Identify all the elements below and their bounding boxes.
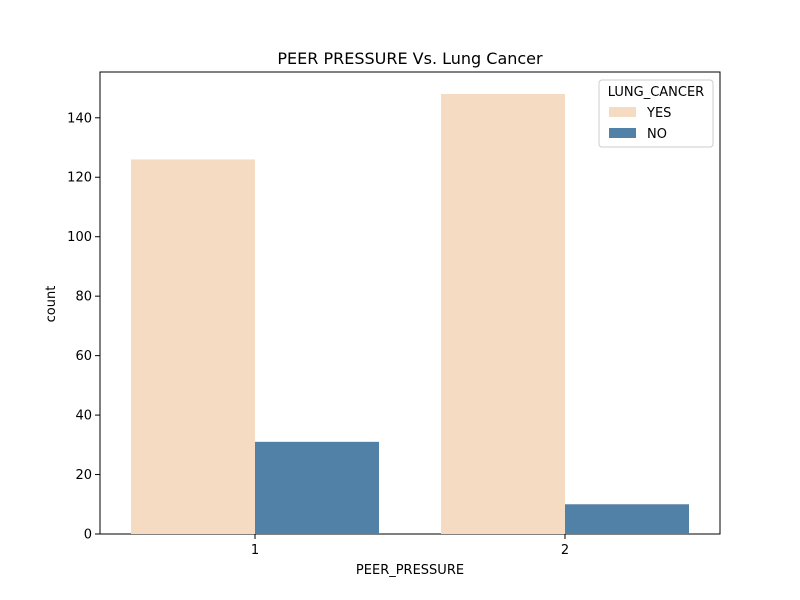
y-tick-label: 60 (75, 349, 92, 364)
legend-swatch-no (609, 128, 636, 138)
y-tick-label: 0 (84, 528, 92, 543)
y-tick-label: 40 (75, 409, 92, 424)
bar-yes-1 (131, 159, 255, 535)
x-tick-label: 2 (561, 543, 569, 558)
y-tick-label: 100 (67, 230, 92, 245)
bar-yes-2 (441, 94, 565, 534)
y-tick-label: 80 (75, 290, 92, 305)
y-axis: 0 20 40 60 80 100 120 140 (67, 111, 100, 543)
plot-area (99, 71, 721, 535)
y-axis-label: count (44, 286, 59, 323)
y-tick-label: 140 (67, 111, 92, 126)
plot-frame (99, 71, 721, 535)
y-tick-label: 120 (67, 171, 92, 186)
x-axis-label: PEER_PRESSURE (356, 563, 464, 578)
chart-title: PEER PRESSURE Vs. Lung Cancer (277, 49, 543, 68)
legend-swatch-yes (609, 107, 636, 117)
x-tick-label: 1 (251, 543, 259, 558)
y-tick-label: 20 (75, 468, 92, 483)
bar-no-1 (255, 441, 379, 534)
legend-title: LUNG_CANCER (608, 85, 704, 100)
legend-label-no: NO (647, 127, 667, 142)
bars (131, 94, 689, 535)
legend-label-yes: YES (646, 106, 671, 121)
legend: LUNG_CANCER YES NO (598, 79, 714, 148)
bar-no-2 (565, 504, 689, 534)
